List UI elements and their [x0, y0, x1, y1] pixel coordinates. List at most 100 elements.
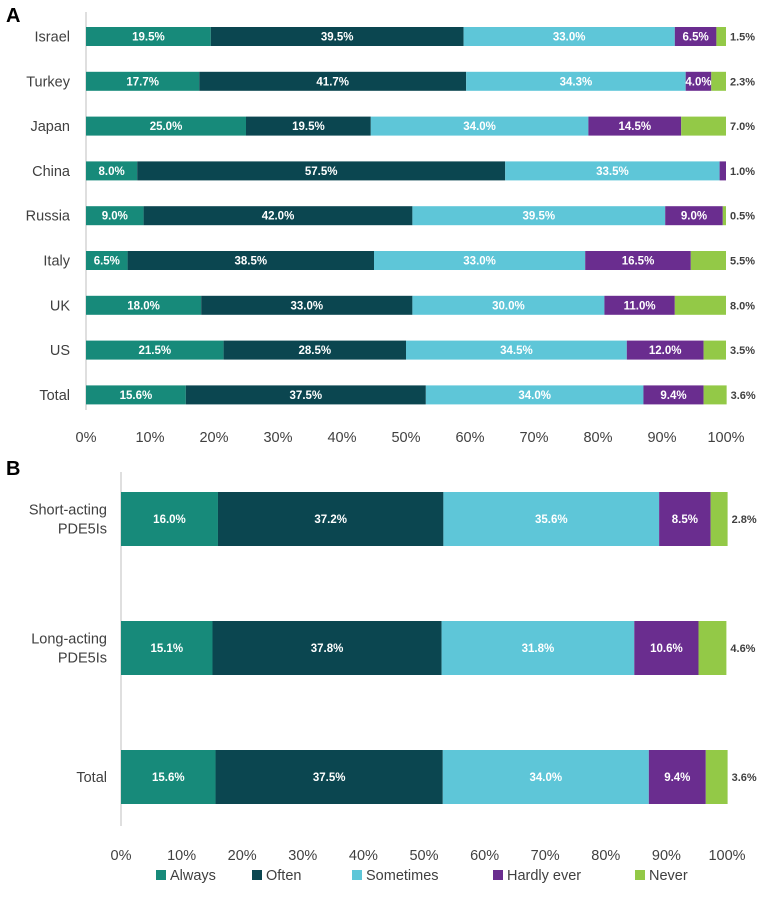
panel-a-data-label-often: 33.0% [290, 300, 323, 312]
panel-b-category-label: Long-acting [31, 632, 107, 648]
panel-a-bar-hardly-ever [588, 116, 682, 136]
panel-a-bar-often [127, 251, 374, 270]
panel-a-bar-always [86, 27, 211, 46]
panel-a-bar-always [86, 161, 138, 181]
panel-b-data-label-never: 4.6% [730, 643, 755, 655]
panel-a-data-label-hardly-ever: 16.5% [622, 256, 655, 268]
panel-a-bar-sometimes [466, 71, 686, 91]
panel-a-bar-often [246, 116, 371, 136]
panel-b-data-label-sometimes: 35.6% [535, 514, 568, 526]
panel-b-x-tick-label: 80% [591, 848, 620, 864]
legend-label-hardly-ever: Hardly ever [507, 868, 581, 884]
panel-b-bar-hardly-ever [634, 621, 699, 675]
panel-b-data-label-always: 15.1% [150, 643, 183, 655]
panel-a-bar-hardly-ever [674, 27, 717, 46]
panel-b-bar-never [705, 750, 728, 804]
panel-a-data-label-sometimes: 33.0% [553, 32, 586, 44]
panel-a-data-label-never: 1.5% [730, 32, 755, 44]
panel-b-x-tick-label: 60% [470, 848, 499, 864]
panel-b-bar-sometimes [443, 492, 660, 546]
panel-a-bar-sometimes [505, 161, 720, 181]
panel-b-bar-hardly-ever [648, 750, 706, 804]
legend-swatch-sometimes [352, 870, 362, 880]
panel-a-x-tick-label: 40% [327, 430, 356, 446]
panel-a-data-label-hardly-ever: 14.5% [618, 121, 651, 133]
panel-b-data-label-never: 2.8% [732, 514, 757, 526]
panel-a-bar-sometimes [412, 206, 666, 226]
panel-b-data-label-hardly-ever: 10.6% [650, 643, 683, 655]
panel-a-bar-always [86, 385, 186, 405]
legend-swatch-always [156, 870, 166, 880]
panel-a-data-label-sometimes: 34.0% [518, 390, 551, 402]
panel-a-data-label-often: 39.5% [321, 32, 354, 44]
panel-a-bar-always [86, 295, 202, 315]
panel-a-bar-always [86, 206, 144, 226]
panel-a-x-tick-label: 20% [199, 430, 228, 446]
panel-b-x-tick-label: 10% [167, 848, 196, 864]
panel-a-bar-never [674, 295, 726, 315]
panel-b-data-label-never: 3.6% [732, 772, 757, 784]
panel-a-category-label: Japan [30, 119, 70, 135]
panel-a-data-label-often: 38.5% [234, 256, 267, 268]
panel-b-bar-often [215, 750, 443, 804]
legend-label-always: Always [170, 868, 216, 884]
panel-b-category-label: PDE5Is [58, 522, 107, 538]
panel-a-category-label: UK [50, 298, 70, 314]
panel-a-bar-hardly-ever [585, 251, 691, 270]
legend-swatch-never [635, 870, 645, 880]
panel-a-data-label-often: 19.5% [292, 121, 325, 133]
panel-a-x-tick-label: 80% [583, 430, 612, 446]
legend-swatch-hardly-ever [493, 870, 503, 880]
panel-a-data-label-never: 0.5% [730, 211, 755, 223]
panel-a-data-label-never: 7.0% [730, 121, 755, 133]
panel-a-data-label-always: 15.6% [120, 390, 153, 402]
panel-a-bar-hardly-ever [685, 71, 712, 91]
panel-a-data-label-sometimes: 39.5% [522, 211, 555, 223]
panel-a-data-label-sometimes: 33.5% [596, 166, 629, 178]
panel-b-data-label-often: 37.2% [314, 514, 347, 526]
panel-b-bar-always [121, 492, 218, 546]
panel-a-data-label-sometimes: 34.0% [463, 121, 496, 133]
panel-a-data-label-always: 9.0% [102, 211, 128, 223]
panel-b-data-label-sometimes: 34.0% [530, 772, 563, 784]
panel-a-bar-hardly-ever [665, 206, 723, 226]
panel-a-category-label: US [50, 343, 70, 359]
panel-b-bar-always [121, 750, 216, 804]
panel-a-x-tick-label: 60% [455, 430, 484, 446]
panel-a-bar-never [722, 206, 726, 226]
panel-a-data-label-often: 28.5% [298, 345, 331, 357]
panel-a-bar-often [185, 385, 426, 405]
panel-a-data-label-sometimes: 34.5% [500, 345, 533, 357]
panel-a-bar-always [86, 340, 224, 360]
panel-a-data-label-always: 8.0% [98, 166, 124, 178]
panel-a-bar-often [143, 206, 413, 226]
panel-a-category-label: Italy [43, 254, 70, 270]
panel-a-bar-hardly-ever [626, 340, 704, 360]
panel-a-bar-never [690, 251, 726, 270]
panel-a-bar-never [716, 27, 726, 46]
panel-a-bar-always [86, 251, 128, 270]
panel-a-bar-sometimes [463, 27, 675, 46]
panel-a-data-label-never: 3.6% [731, 390, 756, 402]
panel-b-x-tick-label: 20% [228, 848, 257, 864]
panel-a-data-label-hardly-ever: 11.0% [624, 300, 656, 312]
panel-a-x-tick-label: 10% [135, 430, 164, 446]
panel-a-category-label: Russia [26, 209, 71, 225]
panel-b-category-label: Short-acting [29, 503, 107, 519]
panel-b-x-tick-label: 0% [111, 848, 132, 864]
panel-a-data-label-always: 19.5% [132, 32, 165, 44]
panel-a-bar-often [223, 340, 406, 360]
panel-b-data-label-always: 16.0% [153, 514, 186, 526]
panel-a-bar-sometimes [412, 295, 605, 315]
panel-b-x-tick-label: 30% [288, 848, 317, 864]
panel-a-data-label-often: 42.0% [262, 211, 295, 223]
panel-a-data-label-sometimes: 30.0% [492, 300, 525, 312]
panel-a-data-label-often: 37.5% [290, 390, 323, 402]
panel-b-bar-sometimes [442, 750, 649, 804]
panel-a-x-tick-label: 70% [519, 430, 548, 446]
panel-b-category-label: Total [76, 770, 107, 786]
panel-a-data-label-hardly-ever: 1.0% [730, 166, 755, 178]
panel-a-data-label-hardly-ever: 6.5% [682, 32, 708, 44]
panel-a-category-label: Israel [35, 30, 70, 46]
panel-b-category-label: PDE5Is [58, 651, 107, 667]
